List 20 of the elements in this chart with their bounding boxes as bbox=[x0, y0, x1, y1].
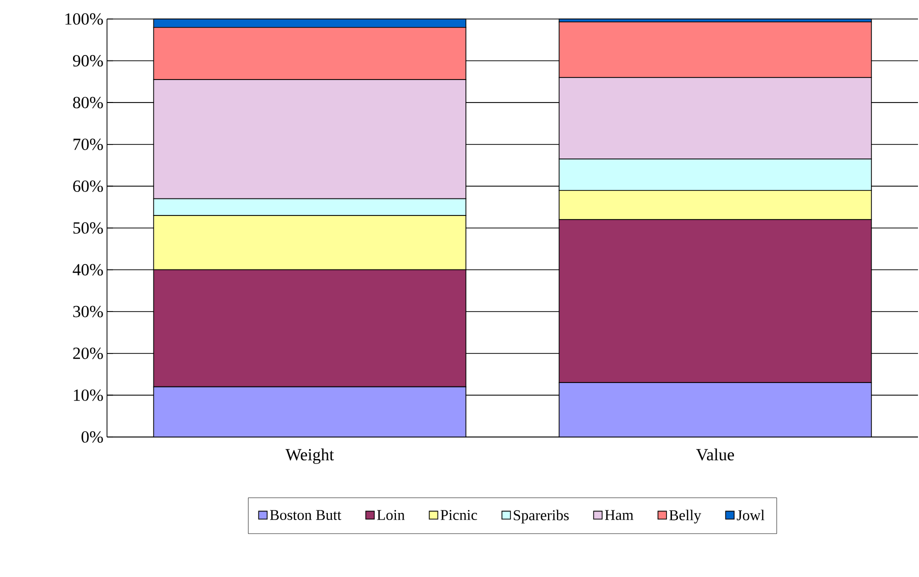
y-tick-label: 60% bbox=[73, 180, 103, 192]
x-tick-label: Weight bbox=[286, 448, 334, 464]
y-tick-label: 10% bbox=[74, 389, 103, 401]
legend-label: Jowl bbox=[736, 510, 764, 520]
y-tick-label: 20% bbox=[73, 348, 103, 360]
y-tick-label: 90% bbox=[72, 55, 103, 67]
legend-label: Loin bbox=[377, 510, 405, 520]
y-tick-label: 40% bbox=[72, 264, 103, 276]
y-tick-label: 100% bbox=[65, 13, 103, 25]
x-tick-label: Value bbox=[696, 448, 734, 461]
y-tick-label: 0% bbox=[82, 431, 103, 443]
legend-label: Belly bbox=[669, 510, 702, 524]
legend-label: Ham bbox=[604, 510, 634, 520]
legend-label: Boston Butt bbox=[270, 510, 342, 520]
legend-label: Picnic bbox=[440, 510, 478, 520]
y-tick-label: 70% bbox=[74, 138, 103, 150]
y-tick-label: 80% bbox=[73, 96, 103, 108]
legend-label: Spareribs bbox=[514, 510, 569, 524]
y-tick-label: 30% bbox=[73, 306, 103, 318]
y-tick-label: 50% bbox=[73, 222, 103, 234]
